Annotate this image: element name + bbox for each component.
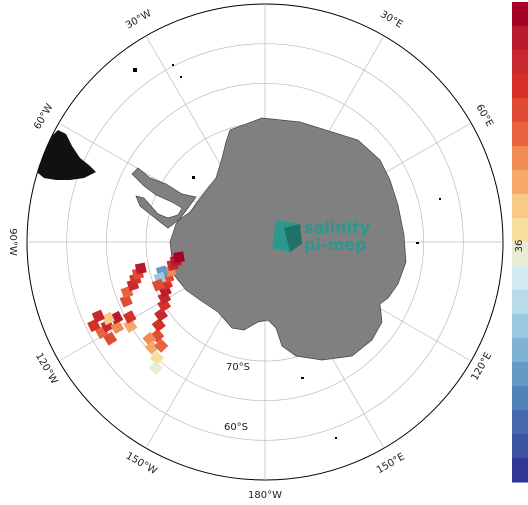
logo-mark-shade xyxy=(284,224,302,252)
lat-label-70s: 70°S xyxy=(226,362,250,373)
logo-line2: pi-mep xyxy=(304,235,367,254)
salinity-cell xyxy=(134,262,147,275)
colorbar-segment xyxy=(512,458,528,483)
colorbar-segment xyxy=(512,74,528,99)
colorbar xyxy=(512,2,528,483)
lon-label-150w: 150°W xyxy=(124,451,159,478)
colorbar-segment xyxy=(512,314,528,339)
salinity-cell xyxy=(148,360,163,375)
colorbar-segment xyxy=(512,410,528,435)
colorbar-segment xyxy=(512,338,528,363)
lon-label-60w: 60°W xyxy=(32,102,55,132)
lon-label-180w: 180°W xyxy=(248,490,282,501)
salinity-cell xyxy=(154,307,168,322)
colorbar-segment xyxy=(512,266,528,291)
salinity-cell xyxy=(151,278,165,292)
colorbar-segment xyxy=(512,146,528,171)
lon-label-60e: 60°E xyxy=(473,103,495,129)
lon-label-30w: 30°W xyxy=(124,8,154,31)
salinity-cell xyxy=(91,309,105,323)
antarctica-landmass xyxy=(131,117,407,361)
salinity-track xyxy=(87,251,185,375)
salinity-cell xyxy=(110,320,125,335)
logo-line1: salinity xyxy=(304,218,371,237)
lat-label-60s: 60°S xyxy=(224,422,248,433)
salinity-cell xyxy=(173,251,185,263)
colorbar-segment xyxy=(512,386,528,411)
colorbar-segment xyxy=(512,170,528,195)
colorbar-segment xyxy=(512,434,528,459)
salinity-cell xyxy=(101,311,115,326)
salinity-pi-mep-logo: salinity pi-mep xyxy=(272,218,371,254)
lon-label-30e: 30°E xyxy=(378,9,404,31)
lon-label-90w: 90°W xyxy=(7,228,18,256)
colorbar-segment xyxy=(512,218,528,243)
colorbar-segment xyxy=(512,26,528,51)
salinity-cell xyxy=(154,338,169,353)
colorbar-segment xyxy=(512,242,528,267)
colorbar-segment xyxy=(512,50,528,75)
salinity-cell xyxy=(151,318,166,333)
lon-label-150e: 150°E xyxy=(375,451,407,476)
colorbar-tick-label: 36 xyxy=(514,240,525,253)
colorbar-segment xyxy=(512,362,528,387)
colorbar-segment xyxy=(512,2,528,27)
colorbar-segment xyxy=(512,194,528,219)
colorbar-segment xyxy=(512,98,528,123)
colorbar-segment xyxy=(512,122,528,147)
salinity-cell xyxy=(122,310,137,324)
colorbar-segment xyxy=(512,290,528,315)
lon-label-120w: 120°W xyxy=(33,351,60,386)
islands xyxy=(133,64,441,439)
salinity-cell xyxy=(144,340,159,355)
salinity-cell xyxy=(119,294,133,308)
salinity-cell xyxy=(149,350,164,366)
salinity-cell xyxy=(103,331,118,346)
salinity-cell xyxy=(123,319,138,333)
